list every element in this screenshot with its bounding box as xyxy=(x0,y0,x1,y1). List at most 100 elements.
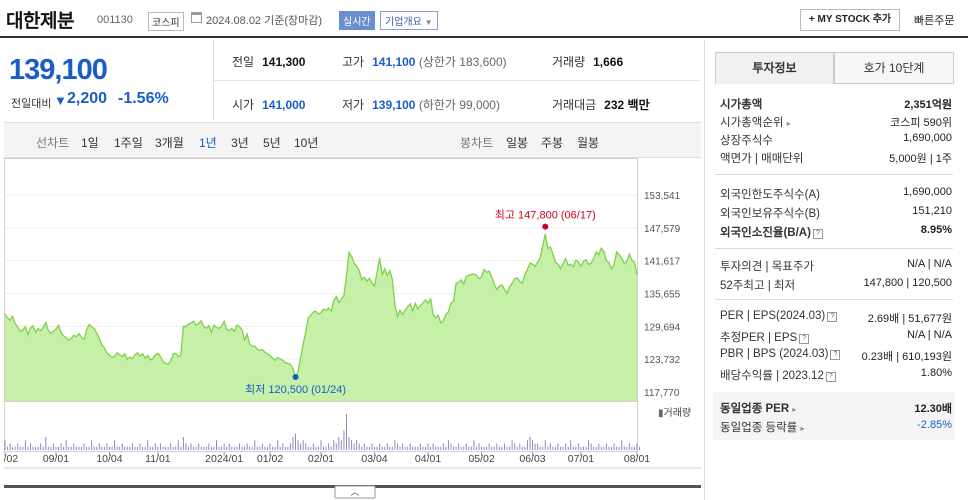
listed-shares: 상장주식수 1,690,000 xyxy=(720,132,952,147)
down-arrow-icon: ▼ xyxy=(54,93,67,108)
help-icon[interactable]: ? xyxy=(825,372,836,382)
tab-10y[interactable]: 10년 xyxy=(294,136,319,150)
volume-bar xyxy=(269,443,271,450)
quote-divider xyxy=(214,80,701,81)
industry-change[interactable]: 동일업종 등락률 ▸ -2.85% xyxy=(720,419,952,434)
volume-bar xyxy=(55,446,57,450)
volume-bar xyxy=(282,443,284,450)
help-icon[interactable]: ? xyxy=(799,334,810,344)
volume-bar xyxy=(409,443,411,450)
volume-bar xyxy=(636,443,638,450)
tab-3y[interactable]: 3년 xyxy=(231,136,249,150)
volume-bar xyxy=(539,446,541,450)
volume-bar xyxy=(340,440,342,450)
market-cap: 시가총액 2,351억원 xyxy=(720,99,952,111)
tab-monthly[interactable]: 월봉 xyxy=(577,136,600,150)
volume-bar xyxy=(147,440,149,450)
volume-bar xyxy=(554,446,556,450)
tab-daily[interactable]: 일봉 xyxy=(506,136,529,150)
volume-bar xyxy=(633,446,635,450)
realtime-badge[interactable]: 실시간 xyxy=(339,11,375,30)
y-axis-ticks: 153,541 147,579 141,617 135,655 129,694 123,7… xyxy=(644,191,681,399)
help-icon[interactable]: ? xyxy=(830,350,841,360)
volume-bar xyxy=(159,443,161,450)
volume-bar xyxy=(626,446,628,450)
volume-bar xyxy=(175,446,177,450)
x-tick-label: 06/03 xyxy=(519,453,545,465)
volume-bars xyxy=(4,414,641,450)
volume-bar xyxy=(177,440,179,450)
company-overview-dropdown[interactable]: 기업개요 ▼ xyxy=(380,11,438,30)
x-tick-label: 09/01 xyxy=(43,453,69,465)
volume-bar xyxy=(463,446,465,450)
high-price: 고가 141,100 (상한가 183,600) xyxy=(342,55,507,69)
prev-close: 전일 141,300 xyxy=(232,55,306,69)
tab-orderbook-10[interactable]: 호가 10단계 xyxy=(834,52,954,84)
stock-header: 대한제분 001130 코스피 2024.08.02 기준(장마감) 실시간 기… xyxy=(0,0,968,38)
volume-bar xyxy=(83,443,85,450)
week52-high-low: 52주최고 | 최저 147,800 | 120,500 xyxy=(720,277,952,292)
y-tick-label: 123,732 xyxy=(644,355,681,366)
open-price: 시가 141,000 xyxy=(232,98,306,112)
volume-bar xyxy=(345,414,347,450)
x-tick-label: 08/02 xyxy=(4,453,18,465)
volume-bar xyxy=(361,446,363,450)
volume-bar xyxy=(91,440,93,450)
volume-bar xyxy=(526,440,528,450)
volume-bar xyxy=(131,443,133,450)
volume-bar xyxy=(228,443,230,450)
expand-button[interactable] xyxy=(334,485,376,499)
volume-bar xyxy=(223,443,225,450)
help-icon[interactable]: ? xyxy=(812,229,823,239)
volume-bar xyxy=(200,446,202,450)
help-icon[interactable]: ? xyxy=(827,312,838,322)
line-chart-label: 선차트 xyxy=(36,136,70,150)
tab-1y[interactable]: 1년 xyxy=(199,136,217,150)
tab-investment-info[interactable]: 투자정보 xyxy=(715,52,834,84)
foreign-ratio: 외국인소진율(B/A)? 8.95% xyxy=(720,224,952,239)
industry-per[interactable]: 동일업종 PER ▸ 12.30배 xyxy=(720,403,952,415)
volume-bar xyxy=(103,446,105,450)
volume-bar xyxy=(162,446,164,450)
max-price-label: 최고 147,800 (06/17) xyxy=(495,209,596,222)
volume-bar xyxy=(216,440,218,450)
tab-1w[interactable]: 1주일 xyxy=(114,136,143,150)
volume-bar xyxy=(231,446,233,450)
volume-bar xyxy=(348,436,350,450)
volume-bar xyxy=(106,443,108,450)
fast-order-link[interactable]: 빠른주문 xyxy=(914,15,955,27)
volume-bar xyxy=(7,446,9,450)
volume-bar xyxy=(442,443,444,450)
volume-bar xyxy=(565,443,567,450)
volume-bar xyxy=(600,446,602,450)
y-tick-label: 147,579 xyxy=(644,224,681,235)
market-cap-rank[interactable]: 시가총액순위 ▸ 코스피 590위 xyxy=(720,117,952,129)
price-change-percent: -1.56% xyxy=(118,90,169,107)
volume-bar xyxy=(137,446,139,450)
tab-1d[interactable]: 1일 xyxy=(81,136,99,150)
price-chart[interactable]: 153,541 147,579 141,617 135,655 129,694 123,7… xyxy=(4,158,701,500)
volume-bar xyxy=(65,440,67,450)
volume-bar xyxy=(35,446,37,450)
volume-bar xyxy=(93,446,95,450)
volume-bar xyxy=(455,446,457,450)
volume-bar xyxy=(98,443,100,450)
base-date: 2024.08.02 기준(장마감) xyxy=(206,15,323,27)
volume-bar xyxy=(198,443,200,450)
volume-bar xyxy=(124,446,126,450)
volume-bar xyxy=(152,446,154,450)
volume-bar xyxy=(374,446,376,450)
tab-weekly[interactable]: 주봉 xyxy=(541,136,564,150)
volume-bar xyxy=(261,443,263,450)
market-badge: 코스피 xyxy=(148,12,184,31)
tab-5y[interactable]: 5년 xyxy=(263,136,281,150)
volume-bar xyxy=(445,446,447,450)
volume-bar xyxy=(323,446,325,450)
volume-bar xyxy=(172,446,174,450)
add-mystock-button[interactable]: + MY STOCK 추가 xyxy=(800,9,900,31)
volume-bar xyxy=(544,440,546,450)
volume-bar xyxy=(363,443,365,450)
tab-3m[interactable]: 3개월 xyxy=(155,136,184,150)
volume-bar xyxy=(187,446,189,450)
volume-bar xyxy=(506,446,508,450)
